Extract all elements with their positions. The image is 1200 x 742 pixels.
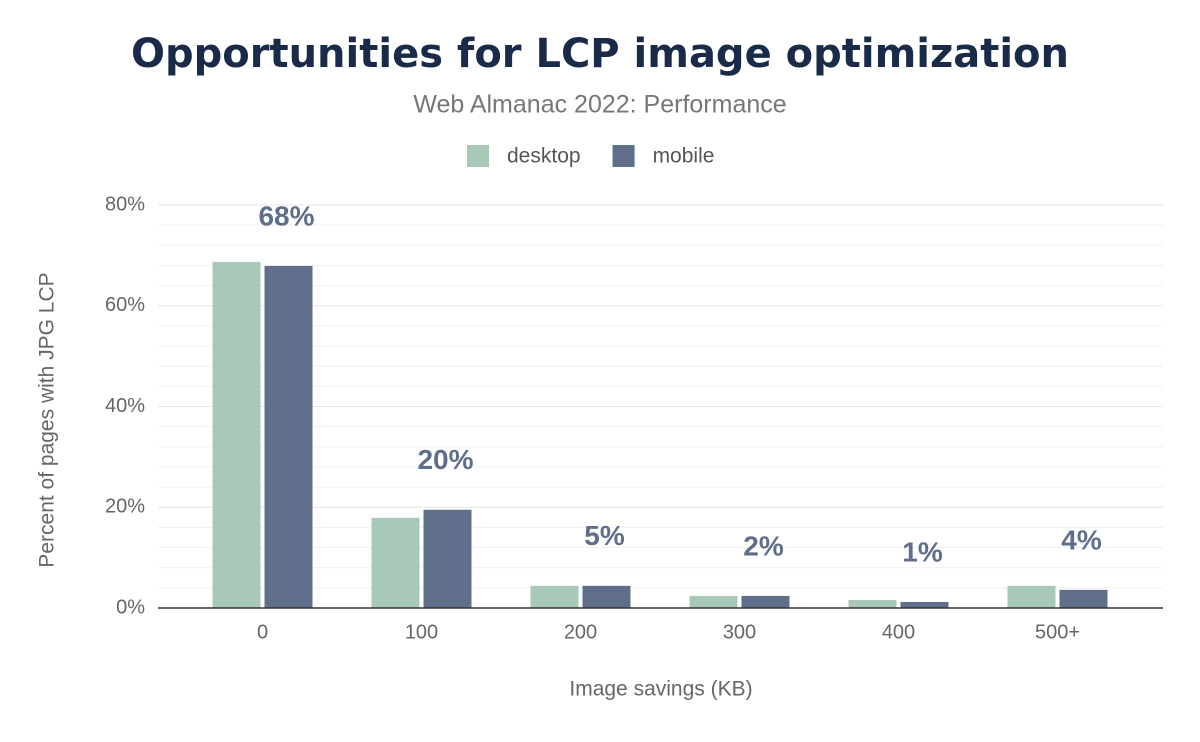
data-label: 4% bbox=[1061, 524, 1102, 555]
data-label: 2% bbox=[743, 530, 784, 561]
data-label: 1% bbox=[902, 536, 943, 567]
bar bbox=[264, 265, 313, 608]
legend-swatch bbox=[612, 145, 635, 167]
bar bbox=[1007, 585, 1056, 608]
chart-subtitle: Web Almanac 2022: Performance bbox=[413, 91, 786, 119]
y-tick-label: 40% bbox=[105, 395, 145, 417]
y-tick-label: 60% bbox=[105, 294, 145, 316]
bar bbox=[689, 595, 738, 608]
x-tick-label: 300 bbox=[723, 621, 756, 643]
bar bbox=[530, 585, 579, 608]
y-tick-label: 20% bbox=[105, 496, 145, 518]
bar bbox=[212, 261, 261, 608]
legend-label: mobile bbox=[653, 145, 715, 168]
bar bbox=[423, 509, 472, 608]
y-tick-label: 0% bbox=[116, 596, 145, 618]
x-tick-label: 0 bbox=[257, 621, 268, 643]
x-axis-label: Image savings (KB) bbox=[569, 678, 752, 701]
x-tick-label: 500+ bbox=[1035, 621, 1080, 643]
x-tick-label: 200 bbox=[564, 621, 597, 643]
bar bbox=[741, 595, 790, 608]
bar bbox=[371, 517, 420, 608]
chart-title: Opportunities for LCP image optimization bbox=[131, 31, 1069, 77]
y-tick-label: 80% bbox=[105, 193, 145, 215]
x-tick-label: 400 bbox=[882, 621, 915, 643]
x-tick-label: 100 bbox=[405, 621, 438, 643]
bar bbox=[582, 585, 631, 608]
legend-swatch bbox=[467, 145, 489, 167]
bar bbox=[848, 599, 897, 608]
data-label: 68% bbox=[258, 200, 314, 231]
data-label: 20% bbox=[417, 444, 473, 475]
legend-label: desktop bbox=[507, 145, 581, 168]
y-axis-label: Percent of pages with JPG LCP bbox=[36, 272, 59, 567]
data-label: 5% bbox=[584, 520, 625, 551]
bar bbox=[900, 601, 949, 608]
bar bbox=[1059, 589, 1108, 608]
